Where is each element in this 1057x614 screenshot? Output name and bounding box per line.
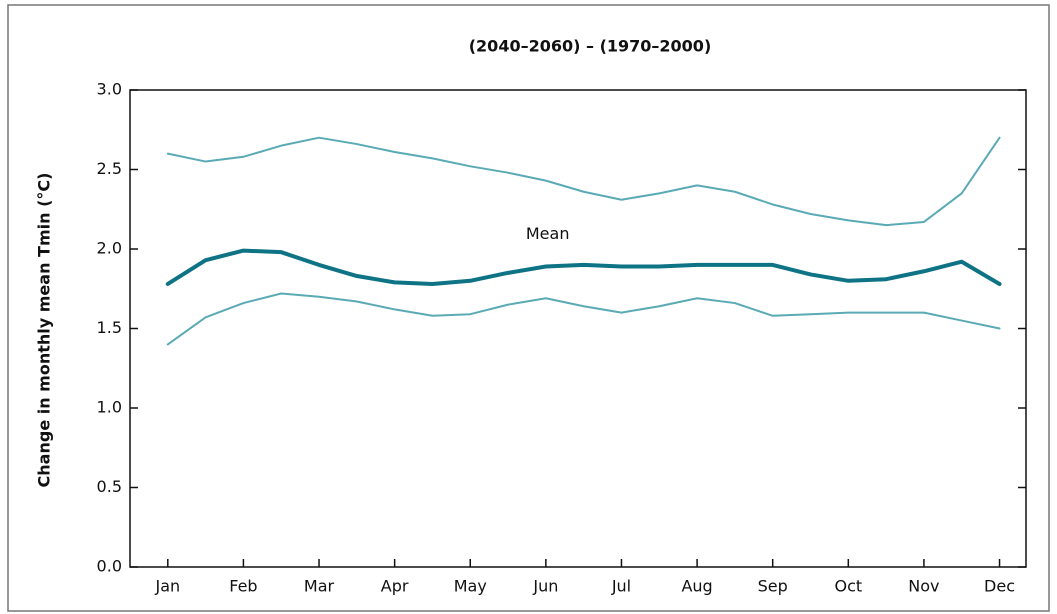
series-line — [166, 136, 1001, 227]
y-tick-label: 0.0 — [97, 557, 122, 576]
x-tick-label: Apr — [381, 577, 409, 596]
y-tick-label: 1.5 — [97, 318, 122, 337]
x-tick-label: Oct — [834, 577, 862, 596]
series-line — [165, 248, 1002, 286]
x-tick-label: May — [454, 577, 487, 596]
series-label: Mean — [526, 224, 570, 243]
x-tick-label: Aug — [681, 577, 712, 596]
y-tick-label: 2.5 — [97, 159, 122, 178]
x-tick-label: Feb — [229, 577, 257, 596]
frame — [7, 4, 1050, 612]
plot-area — [129, 89, 1027, 568]
x-tick-label: Mar — [304, 577, 335, 596]
x-tick-label: Sep — [758, 577, 788, 596]
chart-title: (2040–2060) – (1970–2000) — [469, 37, 712, 56]
x-tick-label: Jul — [611, 577, 631, 596]
y-tick-label: 1.0 — [97, 398, 122, 417]
x-tick-label: Nov — [908, 577, 939, 596]
y-tick-label: 2.0 — [97, 239, 122, 258]
x-tick-label: Jun — [532, 577, 558, 596]
y-tick-label: 3.0 — [97, 80, 122, 99]
x-tick-label: Jan — [154, 577, 180, 596]
x-tick-label: Dec — [984, 577, 1015, 596]
y-tick-label: 0.5 — [97, 477, 122, 496]
y-axis-label: Change in monthly mean Tmin (°C) — [35, 173, 54, 488]
series-line — [166, 292, 1001, 346]
